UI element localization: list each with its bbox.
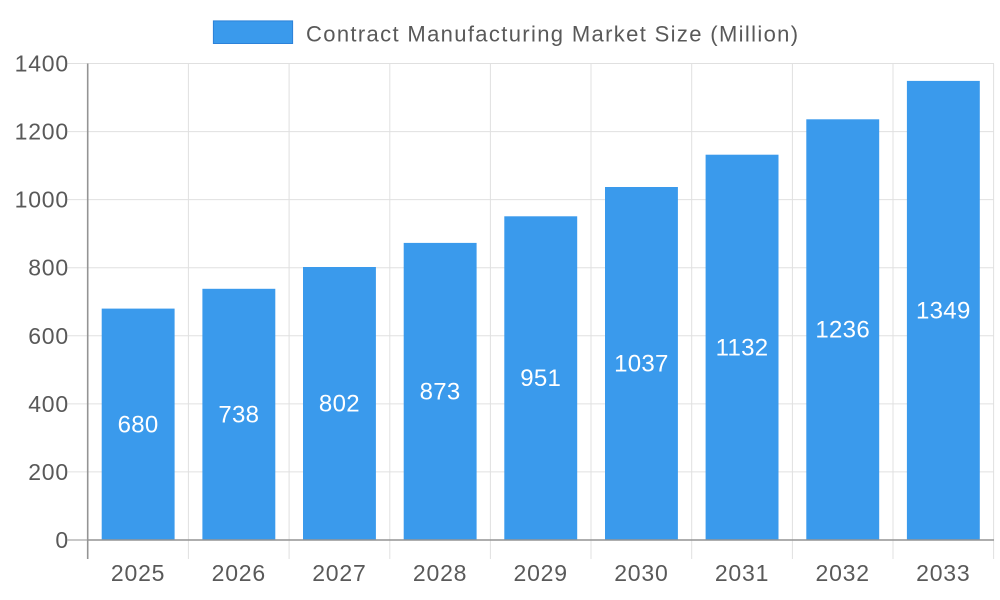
svg-text:1349: 1349: [916, 297, 971, 324]
svg-text:2032: 2032: [816, 560, 870, 586]
svg-text:680: 680: [118, 411, 159, 438]
svg-text:Contract Manufacturing Market: Contract Manufacturing Market Size (Mill…: [306, 22, 799, 47]
svg-text:2025: 2025: [111, 560, 165, 586]
svg-text:1037: 1037: [614, 351, 669, 378]
svg-text:600: 600: [28, 323, 69, 349]
svg-text:2027: 2027: [312, 560, 366, 586]
svg-text:2031: 2031: [715, 560, 769, 586]
svg-text:1236: 1236: [815, 317, 870, 344]
svg-text:2030: 2030: [614, 560, 668, 586]
svg-text:2028: 2028: [413, 560, 467, 586]
svg-text:2033: 2033: [916, 560, 970, 586]
svg-text:1400: 1400: [15, 51, 69, 77]
svg-text:2026: 2026: [212, 560, 266, 586]
svg-text:2029: 2029: [514, 560, 568, 586]
svg-text:873: 873: [420, 378, 461, 405]
svg-text:1132: 1132: [716, 334, 769, 361]
svg-text:1000: 1000: [15, 187, 69, 213]
svg-text:1200: 1200: [15, 119, 69, 145]
svg-text:0: 0: [55, 527, 69, 553]
svg-text:802: 802: [319, 391, 360, 418]
svg-text:200: 200: [28, 459, 69, 485]
svg-text:738: 738: [218, 401, 259, 428]
svg-text:951: 951: [520, 365, 561, 392]
svg-text:800: 800: [28, 255, 69, 281]
svg-text:400: 400: [28, 391, 69, 417]
